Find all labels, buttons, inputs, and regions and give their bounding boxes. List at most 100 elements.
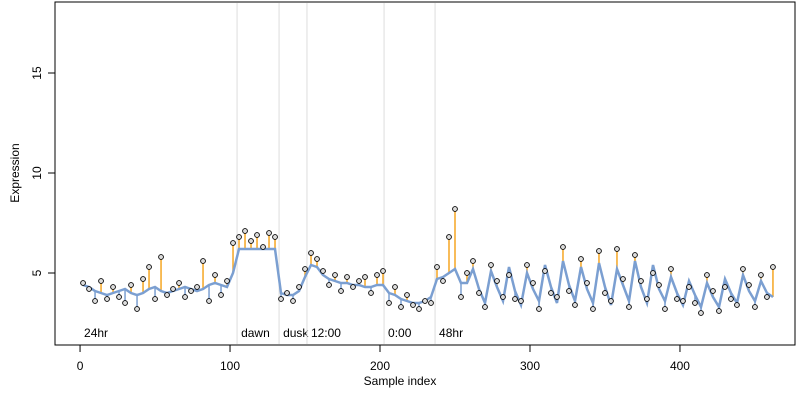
point xyxy=(110,284,116,290)
point xyxy=(608,298,614,304)
point xyxy=(86,286,92,292)
point xyxy=(440,278,446,284)
point xyxy=(248,238,254,244)
point xyxy=(578,256,584,262)
marker-label: dawn xyxy=(241,326,270,340)
point xyxy=(272,234,278,240)
point xyxy=(572,302,578,308)
point xyxy=(764,294,770,300)
point xyxy=(188,288,194,294)
point xyxy=(92,298,98,304)
point xyxy=(536,306,542,312)
x-tick-label: 400 xyxy=(670,359,690,373)
point xyxy=(338,288,344,294)
y-tick-label: 15 xyxy=(30,66,44,80)
point xyxy=(98,278,104,284)
point xyxy=(644,296,650,302)
point xyxy=(458,294,464,300)
point xyxy=(698,310,704,316)
marker-label: dusk xyxy=(283,326,309,340)
point xyxy=(326,282,332,288)
point xyxy=(704,272,710,278)
point xyxy=(116,294,122,300)
point xyxy=(530,280,536,286)
x-tick-label: 0 xyxy=(77,359,84,373)
point xyxy=(506,272,512,278)
point xyxy=(710,288,716,294)
point xyxy=(596,248,602,254)
point xyxy=(212,272,218,278)
x-axis-title: Sample index xyxy=(364,374,437,388)
point xyxy=(230,240,236,246)
point xyxy=(494,278,500,284)
point xyxy=(296,284,302,290)
point xyxy=(332,272,338,278)
point xyxy=(692,300,698,306)
point xyxy=(674,296,680,302)
point xyxy=(518,298,524,304)
y-axis-title: Expression xyxy=(8,143,22,202)
point xyxy=(404,292,410,298)
point xyxy=(242,228,248,234)
point xyxy=(446,234,452,240)
point xyxy=(584,280,590,286)
point xyxy=(488,262,494,268)
point xyxy=(266,230,272,236)
point xyxy=(656,282,662,288)
point xyxy=(422,298,428,304)
marker-label: 0:00 xyxy=(388,326,412,340)
marker-label: 24hr xyxy=(84,326,108,340)
point xyxy=(140,276,146,282)
x-tick-label: 100 xyxy=(220,359,240,373)
point xyxy=(752,304,758,310)
point xyxy=(626,304,632,310)
x-tick-label: 300 xyxy=(520,359,540,373)
point xyxy=(314,256,320,262)
point xyxy=(662,306,668,312)
point xyxy=(80,280,86,286)
point xyxy=(182,294,188,300)
point xyxy=(638,278,644,284)
point xyxy=(344,274,350,280)
point xyxy=(236,234,242,240)
point xyxy=(374,272,380,278)
point xyxy=(734,302,740,308)
point xyxy=(284,290,290,296)
point xyxy=(410,302,416,308)
point xyxy=(620,276,626,282)
point xyxy=(560,244,566,250)
point xyxy=(380,268,386,274)
y-tick-label: 5 xyxy=(30,269,44,276)
point xyxy=(122,300,128,306)
point xyxy=(452,206,458,212)
point xyxy=(668,266,674,272)
point xyxy=(254,232,260,238)
point xyxy=(740,266,746,272)
point xyxy=(548,290,554,296)
point xyxy=(308,250,314,256)
point xyxy=(260,244,266,250)
point xyxy=(206,298,212,304)
point xyxy=(350,284,356,290)
point xyxy=(128,282,134,288)
point xyxy=(500,294,506,300)
point xyxy=(104,296,110,302)
point xyxy=(398,304,404,310)
point xyxy=(356,278,362,284)
point xyxy=(428,300,434,306)
point xyxy=(728,296,734,302)
point xyxy=(470,258,476,264)
point xyxy=(602,290,608,296)
point xyxy=(686,284,692,290)
point xyxy=(368,290,374,296)
point xyxy=(164,292,170,298)
point xyxy=(278,296,284,302)
point xyxy=(614,246,620,252)
point xyxy=(554,294,560,300)
y-tick-label: 10 xyxy=(30,166,44,180)
point xyxy=(482,304,488,310)
point xyxy=(158,254,164,260)
x-tick-label: 200 xyxy=(370,359,390,373)
point xyxy=(566,288,572,294)
